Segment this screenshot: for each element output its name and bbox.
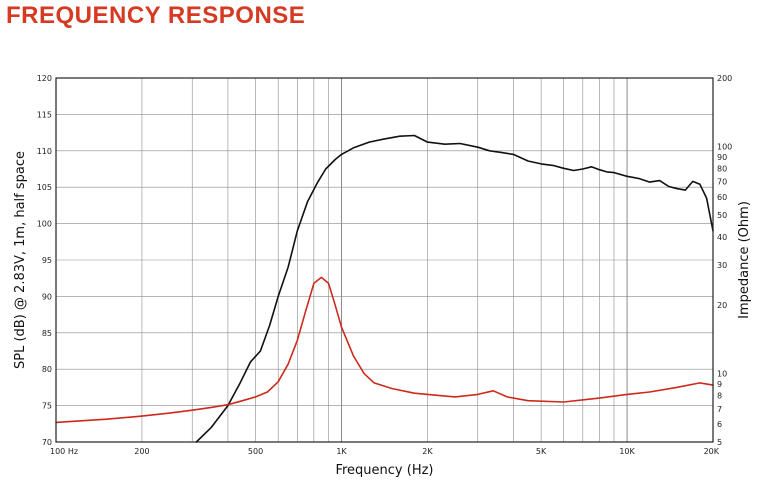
- curves: [55, 134, 714, 443]
- y2-tick-label: 50: [717, 211, 727, 220]
- y2-tick-label: 30: [717, 261, 727, 270]
- x-tick-label: 500: [248, 447, 263, 456]
- plot-frame: [55, 77, 714, 443]
- y2-tick-label: 10: [717, 370, 727, 379]
- y2-tick-label: 60: [717, 193, 727, 202]
- y-tick-label: 110: [37, 147, 52, 156]
- y2-tick-label: 100: [717, 142, 732, 151]
- y2-tick-label: 6: [717, 420, 722, 429]
- tick-labels: 100 Hz 200 500 1K 2K 5K 10K 20K7075808590951001…: [37, 74, 733, 456]
- x-tick-label: 5K: [536, 447, 547, 456]
- y2-tick-label: 7: [717, 405, 722, 414]
- spl-curve: [195, 134, 714, 443]
- grid: [56, 78, 713, 442]
- y-tick-label: 90: [42, 292, 52, 301]
- y-tick-label: 105: [37, 183, 52, 192]
- y-tick-label: 120: [37, 74, 52, 83]
- y-tick-label: 95: [42, 256, 52, 265]
- x-tick-label: 200: [134, 447, 149, 456]
- x-tick-label: 20K: [704, 447, 720, 456]
- x-tick-label: 2K: [422, 447, 433, 456]
- page-title: FREQUENCY RESPONSE: [6, 2, 306, 29]
- y-axis-label: SPL (dB) @ 2.83V, 1m, half space: [13, 151, 28, 369]
- y-tick-label: 100: [37, 220, 52, 229]
- y2-tick-label: 5: [717, 438, 722, 447]
- y2-tick-label: 200: [717, 74, 732, 83]
- y2-axis-label: Impedance (Ohm): [737, 201, 752, 319]
- x-axis-label: Frequency (Hz): [335, 463, 433, 478]
- y2-tick-label: 90: [717, 153, 727, 162]
- x-tick-label: 10K: [619, 447, 635, 456]
- y2-tick-label: 20: [717, 301, 727, 310]
- y-tick-label: 75: [42, 402, 52, 411]
- y-tick-label: 80: [42, 365, 52, 374]
- y2-tick-label: 80: [717, 164, 727, 173]
- impedance-curve: [55, 276, 714, 424]
- y-tick-label: 85: [42, 329, 52, 338]
- y2-tick-label: 9: [717, 380, 722, 389]
- y-tick-label: 115: [37, 110, 52, 119]
- y2-tick-label: 40: [717, 233, 727, 242]
- y-tick-label: 70: [42, 438, 52, 447]
- y2-tick-label: 8: [717, 392, 722, 401]
- x-tick-label: 1K: [336, 447, 347, 456]
- x-tick-label: 100 Hz: [50, 447, 78, 456]
- y2-tick-label: 70: [717, 178, 727, 187]
